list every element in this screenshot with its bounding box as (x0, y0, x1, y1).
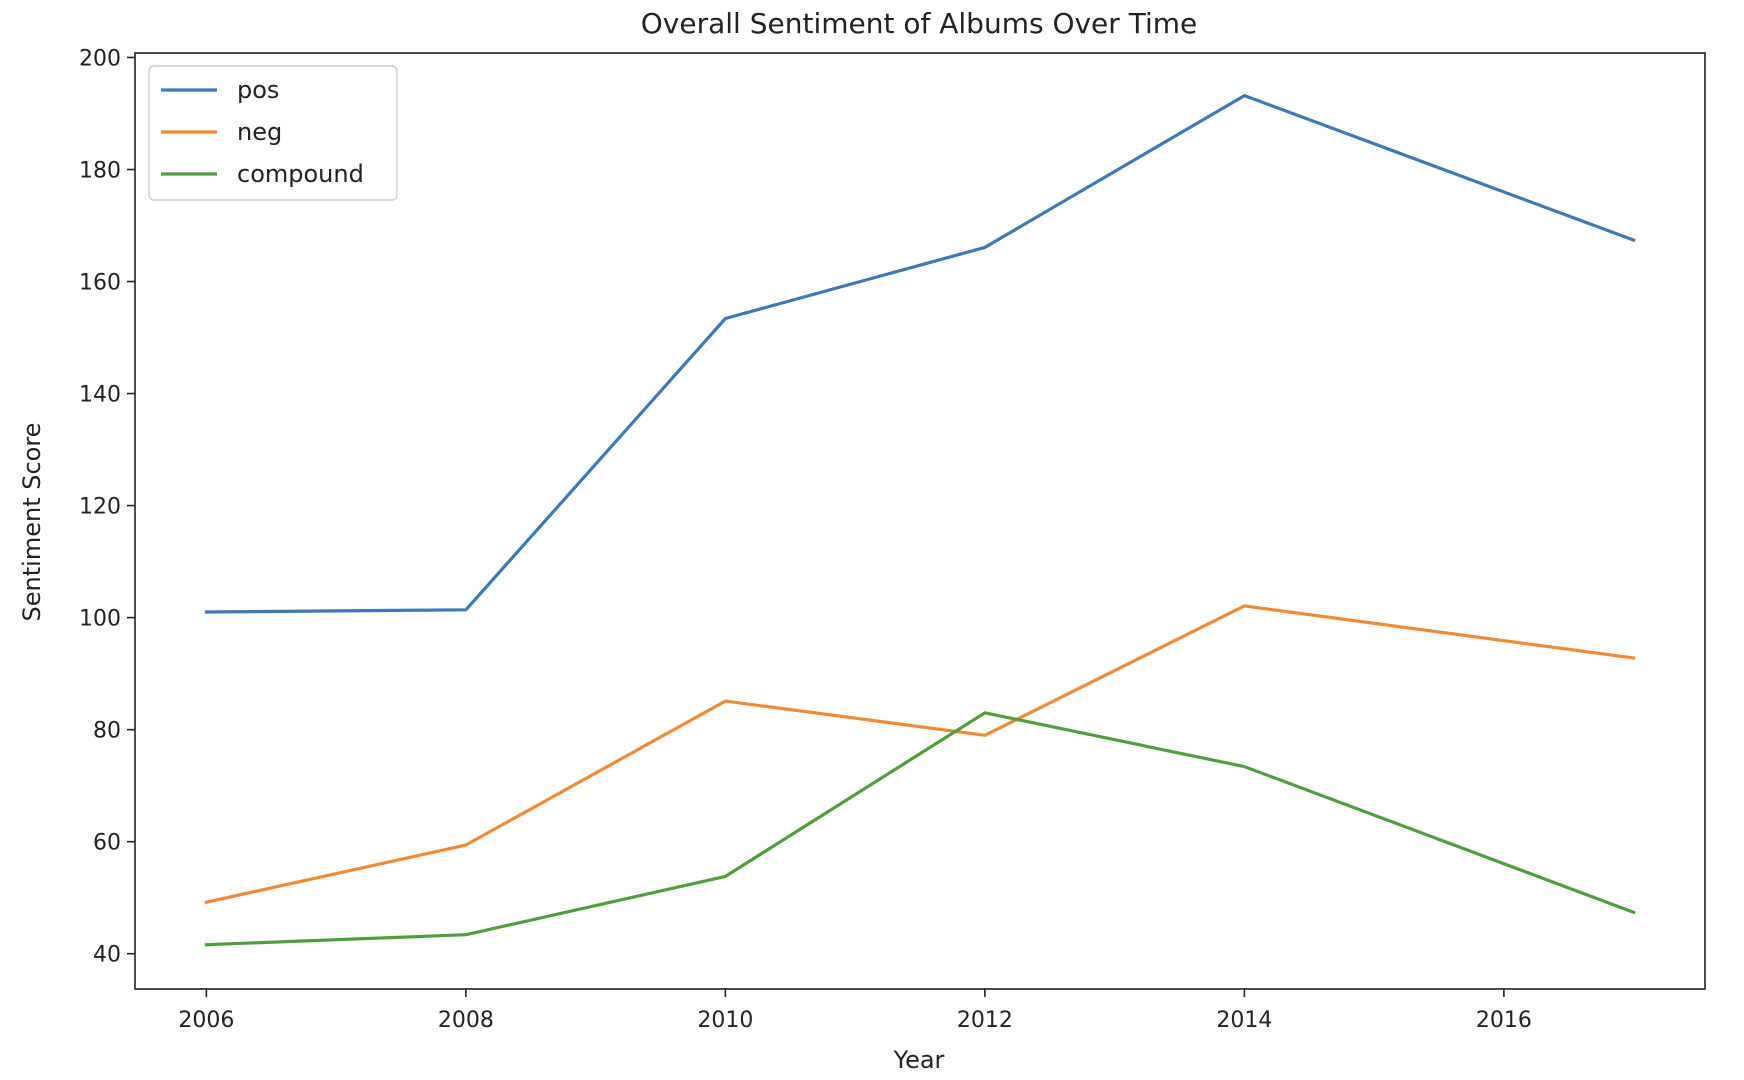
x-tick-label: 2010 (697, 1008, 753, 1033)
y-tick-label: 160 (79, 271, 121, 296)
legend-label-neg: neg (237, 118, 282, 146)
y-tick-label: 60 (93, 831, 121, 856)
y-tick-label: 180 (79, 159, 121, 184)
series-line-compound (204, 711, 1636, 947)
y-tick-label: 120 (79, 495, 121, 520)
x-tick-label: 2014 (1216, 1008, 1272, 1033)
plot-frame (134, 52, 1706, 990)
plot-area (204, 93, 1636, 947)
y-axis-label: Sentiment Score (18, 423, 46, 622)
y-tick-label: 200 (79, 46, 121, 71)
x-tick-label: 2008 (438, 1008, 494, 1033)
y-tick-label: 40 (93, 943, 121, 968)
legend-label-compound: compound (237, 160, 364, 188)
legend-label-pos: pos (237, 76, 279, 104)
series-line-pos (204, 93, 1636, 614)
legend: pos neg compound (148, 65, 398, 201)
x-tick-label: 2012 (957, 1008, 1013, 1033)
series-line-neg (204, 604, 1636, 905)
y-tick-label: 100 (79, 607, 121, 632)
y-tick-label: 80 (93, 719, 121, 744)
x-tick-label: 2006 (178, 1008, 234, 1033)
y-axis: 40 60 80 100 120 140 160 180 200 (79, 46, 135, 968)
chart-title: Overall Sentiment of Albums Over Time (641, 7, 1197, 40)
legend-box (148, 65, 398, 201)
x-axis-label: Year (893, 1046, 945, 1074)
x-tick-label: 2016 (1476, 1008, 1532, 1033)
x-axis: 2006 2008 2010 2012 2014 2016 (178, 989, 1532, 1033)
y-tick-label: 140 (79, 383, 121, 408)
